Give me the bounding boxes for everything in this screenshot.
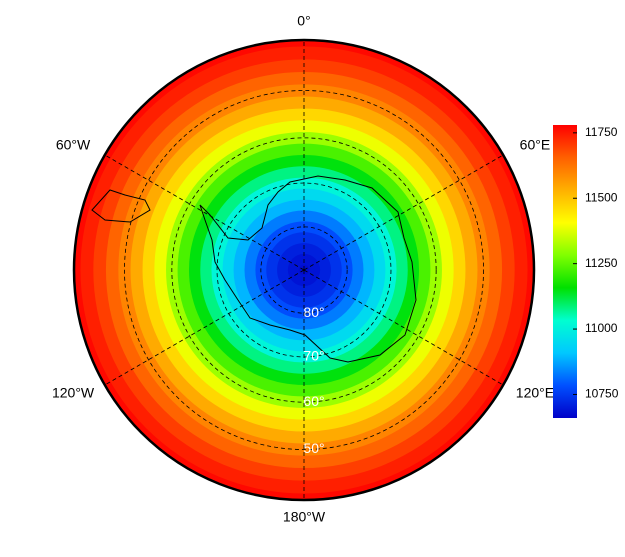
- parallel-label: 50°: [303, 440, 324, 456]
- colorbar-tick-label: 11750: [585, 125, 618, 139]
- parallel-label: 60°: [303, 393, 324, 409]
- coastline: [91, 189, 151, 223]
- colorbar-tick-label: 11250: [585, 256, 618, 270]
- parallel: [171, 137, 437, 403]
- meridian-label: 60°W: [56, 137, 91, 153]
- meridian-label: 180°W: [283, 509, 326, 525]
- parallel: [124, 90, 484, 450]
- colorbar-tick-label: 11500: [585, 190, 618, 204]
- meridian-label: 60°E: [520, 137, 551, 153]
- graticule: 80° 70° 60° 50° 0° 60°E 120°E 180°W 120°W 60°W: [52, 13, 554, 525]
- meridian-label: 120°W: [52, 385, 95, 401]
- meridian: [104, 269, 305, 386]
- meridian: [303, 154, 504, 271]
- colorbar: 10750 11000 11250 11500 11750: [553, 125, 619, 418]
- meridian-label: 0°: [297, 13, 310, 29]
- meridian: [303, 269, 504, 386]
- meridian-label: 120°E: [516, 385, 554, 401]
- colorbar-scale: [553, 125, 577, 418]
- colorbar-tick-label: 11000: [585, 321, 618, 335]
- map-border: [72, 38, 536, 502]
- parallel-label: 80°: [303, 304, 324, 320]
- meridian: [104, 154, 305, 271]
- parallel-label: 70°: [303, 348, 324, 364]
- coastline: [199, 175, 417, 363]
- colorbar-tick-label: 10750: [585, 387, 619, 401]
